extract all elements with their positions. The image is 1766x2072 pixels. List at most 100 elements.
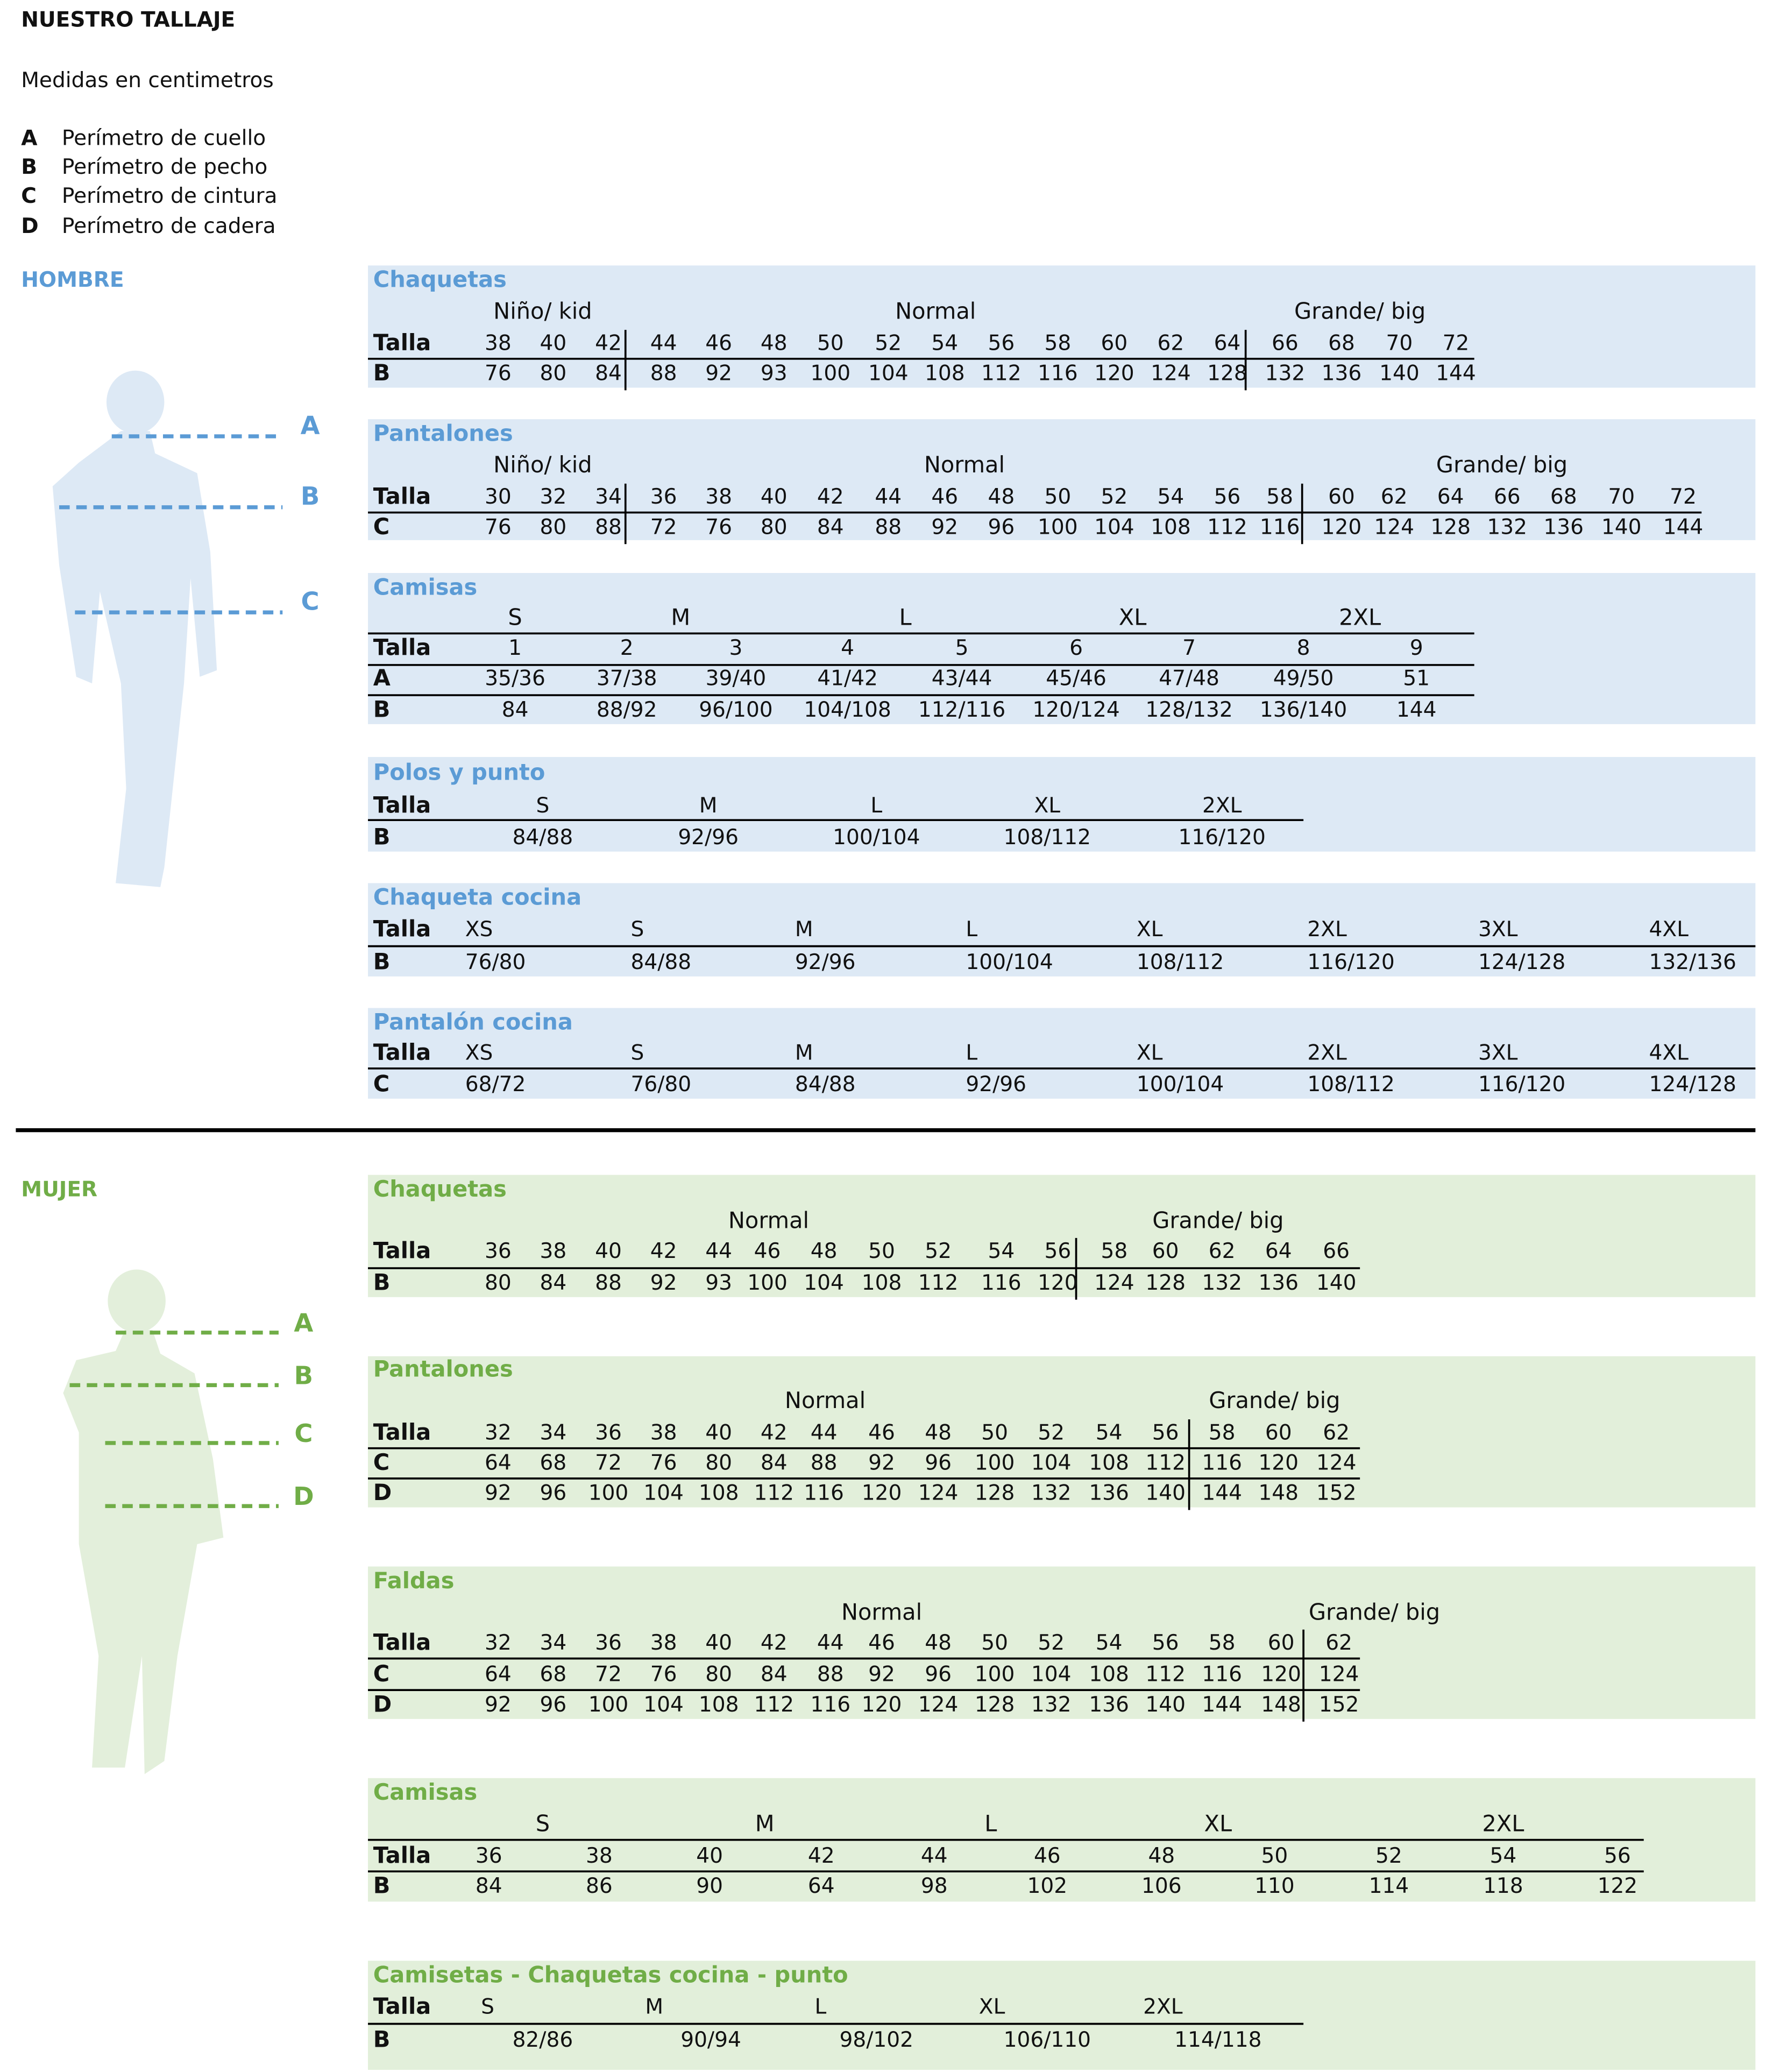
cell: 64 (1437, 485, 1464, 509)
cell: 106 (1141, 1874, 1182, 1898)
cell: 58 (1209, 1420, 1236, 1445)
cell: 124 (1374, 515, 1414, 539)
group-label: Grande/ big (1294, 298, 1425, 324)
cell: 7 (1182, 636, 1196, 660)
cell: L (870, 794, 882, 818)
cell: 51 (1403, 666, 1430, 690)
cell: 144 (1436, 362, 1476, 386)
cell: 38 (705, 485, 732, 509)
measure-label: C (294, 1419, 313, 1448)
cell: 100 (588, 1481, 629, 1505)
group-label: Grande/ big (1436, 451, 1568, 478)
cell: 39/40 (706, 666, 767, 690)
cell: 54 (931, 331, 958, 355)
cell: 124 (1319, 1663, 1359, 1687)
cell: 132 (1031, 1693, 1072, 1717)
cell: M (795, 1041, 813, 1065)
cell: 104 (804, 1271, 844, 1295)
cell: 120 (862, 1481, 902, 1505)
cell: 80 (705, 1663, 732, 1687)
cell: 38 (586, 1844, 613, 1868)
cell: 144 (1396, 698, 1437, 722)
cell: 136/140 (1260, 698, 1347, 722)
cell: 50 (981, 1631, 1008, 1655)
cell: 104 (1031, 1663, 1072, 1687)
cell: 42 (650, 1239, 677, 1263)
table-title: Camisas (373, 574, 477, 600)
table-background (368, 1566, 1756, 1719)
row-label: Talla (373, 915, 431, 942)
legend-label: Perímetro de pecho (62, 155, 267, 179)
cell: 37/38 (597, 666, 657, 690)
measure-label: A (294, 1309, 313, 1338)
cell: 100 (588, 1693, 629, 1717)
legend-label: Perímetro de cuello (62, 126, 266, 150)
cell: 48 (925, 1631, 952, 1655)
group-label: Normal (924, 451, 1005, 478)
measure-label: A (301, 411, 320, 440)
woman-silhouette (63, 1269, 224, 1774)
cell: 84 (502, 698, 529, 722)
cell: 72 (1443, 331, 1470, 355)
cell: 104 (1031, 1451, 1072, 1475)
row-label: A (373, 664, 391, 691)
cell: 112 (1145, 1451, 1186, 1475)
cell: 38 (540, 1239, 567, 1263)
cell: 2XL (1202, 794, 1242, 818)
cell: S (481, 1995, 494, 2019)
cell: 106/110 (1004, 2028, 1091, 2052)
cell: 60 (1268, 1631, 1295, 1655)
cell: 34 (540, 1631, 567, 1655)
cell: 108/112 (1004, 825, 1091, 850)
cell: 100/104 (833, 825, 920, 850)
measure-label: C (301, 587, 320, 616)
cell: S (631, 917, 644, 942)
cell: 42 (761, 1420, 788, 1445)
cell: 124/128 (1478, 950, 1565, 974)
cell: 116 (1202, 1451, 1242, 1475)
cell: 34 (595, 485, 622, 509)
cell: 98 (921, 1874, 948, 1898)
cell: 100/104 (966, 950, 1053, 974)
cell: M (795, 917, 813, 942)
cell: 88 (817, 1663, 844, 1687)
cell: 84/88 (513, 825, 573, 850)
cell: 92 (868, 1663, 895, 1687)
cell: 36 (595, 1631, 622, 1655)
cell: 114/118 (1174, 2028, 1261, 2052)
table-title: Chaquetas (373, 1176, 507, 1202)
measure-label: B (301, 482, 320, 511)
cell: 110 (1254, 1874, 1295, 1898)
group-label: Grande/ big (1309, 1599, 1440, 1625)
cell: 100 (747, 1271, 788, 1295)
cell: 52 (1038, 1420, 1065, 1445)
cell: 46 (868, 1420, 895, 1445)
cell: 58 (1266, 485, 1293, 509)
cell: 116/120 (1307, 950, 1394, 974)
cell: 84/88 (631, 950, 692, 974)
cell: 132 (1487, 515, 1527, 539)
cell: 2XL (1143, 1995, 1183, 2019)
cell: 52 (875, 331, 902, 355)
cell: 80 (761, 515, 788, 539)
legend-key: B (21, 155, 37, 179)
cell: 3 (729, 636, 742, 660)
cell: 38 (650, 1631, 677, 1655)
cell: 56 (1214, 485, 1241, 509)
cell: 114 (1369, 1874, 1409, 1898)
cell: 128 (975, 1693, 1015, 1717)
cell: 132 (1202, 1271, 1242, 1295)
cell: 108/112 (1307, 1072, 1394, 1097)
cell: 124 (918, 1481, 959, 1505)
cell: 112/116 (918, 698, 1005, 722)
cell: 60 (1265, 1420, 1292, 1445)
table-background (368, 1961, 1756, 2070)
cell: 40 (761, 485, 788, 509)
cell: 90 (696, 1874, 723, 1898)
cell: 4 (841, 636, 854, 660)
group-label: Normal (728, 1207, 809, 1234)
table-title: Faldas (373, 1567, 455, 1594)
cell: 140 (1379, 362, 1420, 386)
cell: 120 (1322, 515, 1362, 539)
cell: 100 (975, 1451, 1015, 1475)
